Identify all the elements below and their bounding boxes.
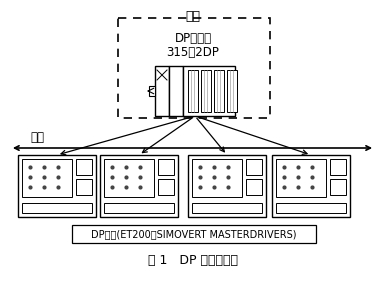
Bar bbox=[276, 203, 346, 213]
Bar bbox=[192, 203, 262, 213]
Bar bbox=[158, 159, 174, 175]
Bar bbox=[272, 155, 350, 217]
Bar bbox=[246, 179, 262, 195]
Bar bbox=[188, 70, 198, 112]
Bar bbox=[192, 159, 242, 197]
Bar bbox=[18, 155, 96, 217]
Bar bbox=[169, 66, 183, 116]
Text: 令牌: 令牌 bbox=[186, 10, 200, 23]
Bar bbox=[76, 159, 92, 175]
Text: DP－主站: DP－主站 bbox=[174, 32, 212, 45]
Bar bbox=[104, 159, 154, 197]
Text: DP从站(ET200，SIMOVERT MASTERDRIVERS): DP从站(ET200，SIMOVERT MASTERDRIVERS) bbox=[91, 229, 297, 239]
Bar bbox=[188, 155, 266, 217]
Bar bbox=[22, 203, 92, 213]
Bar bbox=[76, 179, 92, 195]
Bar bbox=[155, 66, 169, 116]
Text: 315－2DP: 315－2DP bbox=[167, 46, 219, 59]
Bar bbox=[276, 159, 326, 197]
Bar bbox=[330, 179, 346, 195]
Bar bbox=[227, 70, 237, 112]
Text: 图 1   DP 单主站结构: 图 1 DP 单主站结构 bbox=[148, 254, 238, 267]
Bar bbox=[100, 155, 178, 217]
Text: 总线: 总线 bbox=[30, 131, 44, 144]
Bar bbox=[246, 159, 262, 175]
Bar bbox=[22, 159, 72, 197]
Bar bbox=[183, 66, 235, 116]
Bar bbox=[149, 86, 155, 96]
Bar bbox=[201, 70, 211, 112]
Bar bbox=[72, 225, 316, 243]
Bar bbox=[104, 203, 174, 213]
Bar bbox=[158, 179, 174, 195]
Bar bbox=[118, 18, 270, 118]
Bar bbox=[214, 70, 224, 112]
Bar bbox=[330, 159, 346, 175]
